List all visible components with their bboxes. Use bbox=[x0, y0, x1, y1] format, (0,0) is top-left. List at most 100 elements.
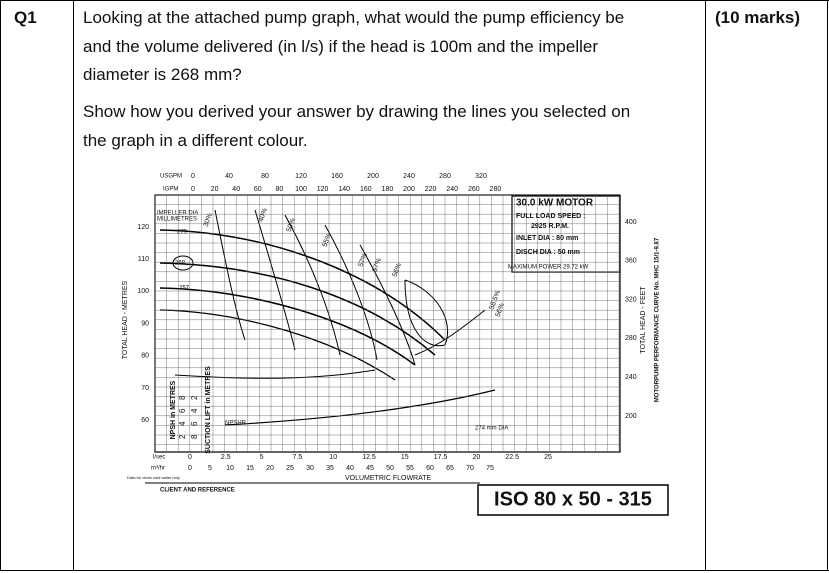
graph-text: 30 bbox=[306, 465, 314, 472]
graph-text: 45 bbox=[366, 465, 374, 472]
graph-text: 2 bbox=[178, 434, 187, 439]
graph-text: 0 bbox=[188, 465, 192, 472]
graph-text: 65 bbox=[446, 465, 454, 472]
graph-text: 2925 R.P.M. bbox=[531, 223, 569, 230]
question-number: Q1 bbox=[14, 8, 37, 27]
graph-text: 8 bbox=[178, 395, 187, 400]
graph-text: NPSH in METRES bbox=[170, 380, 177, 439]
graph-text: 120 bbox=[295, 173, 307, 180]
graph-text: 60 bbox=[141, 417, 149, 424]
graph-text: 240 bbox=[625, 374, 637, 381]
graph-text: 70 bbox=[141, 385, 149, 392]
graph-text: 90 bbox=[141, 320, 149, 327]
graph-text: Data for clean cold water only bbox=[127, 475, 180, 480]
graph-text: 2 bbox=[190, 395, 199, 400]
graph-text: 20 bbox=[266, 465, 274, 472]
graph-text: MAXIMUM POWER 29.72 kW bbox=[508, 265, 589, 271]
graph-text: 220 bbox=[425, 186, 437, 193]
graph-text: 360 bbox=[625, 258, 637, 265]
graph-text: 20 bbox=[473, 454, 481, 461]
graph-text: 4 bbox=[190, 408, 199, 413]
graph-text: 40 bbox=[225, 173, 233, 180]
graph-text: 30.0 kW MOTOR bbox=[516, 198, 594, 209]
graph-text: 279 bbox=[177, 230, 188, 236]
graph-text: 240 bbox=[403, 173, 415, 180]
graph-text: 17.5 bbox=[434, 454, 448, 461]
graph-text: 80 bbox=[141, 353, 149, 360]
graph-text: 200 bbox=[625, 413, 637, 420]
graph-text: 15 bbox=[401, 454, 409, 461]
graph-text: 56% bbox=[392, 262, 403, 278]
graph-text: 6 bbox=[190, 421, 199, 426]
graph-text: 280 bbox=[439, 173, 451, 180]
graph-text: 55% bbox=[322, 232, 333, 248]
border bbox=[0, 0, 1, 571]
graph-text: 12.5 bbox=[362, 454, 376, 461]
graph-text: DISCH DIA : 50 mm bbox=[516, 249, 580, 256]
graph-text: 2.5 bbox=[221, 454, 231, 461]
graph-text: NPSHR bbox=[225, 421, 247, 427]
border bbox=[705, 0, 706, 571]
graph-text: 5 bbox=[260, 454, 264, 461]
graph-text: 0 bbox=[191, 186, 195, 193]
graph-text: 40 bbox=[232, 186, 240, 193]
graph-text: 280 bbox=[490, 186, 502, 193]
question-text: and the volume delivered (in l/s) if the… bbox=[83, 37, 599, 56]
graph-text: 22.5 bbox=[505, 454, 519, 461]
graph-text: 260 bbox=[468, 186, 480, 193]
graph-text: MOTORPUMP PERFORMANCE CURVE No. MHC 15/1… bbox=[655, 237, 661, 402]
graph-text: 274 mm DIA bbox=[475, 426, 508, 432]
graph-text: 35 bbox=[326, 465, 334, 472]
question-text: Looking at the attached pump graph, what… bbox=[83, 8, 625, 27]
question-text: diameter is 268 mm? bbox=[83, 65, 242, 84]
graph-text: 8 bbox=[190, 434, 199, 439]
graph-text: CLIENT AND REFERENCE bbox=[160, 488, 235, 494]
graph-text: 320 bbox=[625, 296, 637, 303]
graph-text: 50 bbox=[386, 465, 394, 472]
graph-text: 10 bbox=[226, 465, 234, 472]
graph-text: TOTAL HEAD - METRES bbox=[122, 280, 129, 359]
question-text: the graph in a different colour. bbox=[83, 131, 308, 150]
graph-text: TOTAL HEAD - FEET bbox=[640, 286, 647, 354]
graph-text: 25 bbox=[286, 465, 294, 472]
graph-text: 7.5 bbox=[293, 454, 303, 461]
graph-text: 70 bbox=[466, 465, 474, 472]
marks: (10 marks) bbox=[715, 8, 801, 27]
graph-text: l/sec bbox=[153, 455, 165, 461]
graph-text: m³/hr bbox=[151, 466, 165, 472]
graph-text: 110 bbox=[138, 256, 149, 263]
graph-text: 240 bbox=[446, 186, 458, 193]
graph-text: USGPM bbox=[160, 174, 182, 180]
graph-text: 280 bbox=[625, 335, 637, 342]
graph-text: 15 bbox=[246, 465, 254, 472]
graph-text: 5 bbox=[208, 465, 212, 472]
border bbox=[827, 0, 828, 571]
graph-text: 25 bbox=[544, 454, 552, 461]
graph-text: 120 bbox=[317, 186, 329, 193]
border bbox=[0, 570, 829, 571]
border bbox=[0, 0, 829, 1]
graph-text: 6 bbox=[178, 408, 187, 413]
graph-text: 50% bbox=[286, 217, 297, 233]
graph-text: 40% bbox=[258, 207, 269, 223]
graph-text: 180 bbox=[382, 186, 394, 193]
graph-text: 160 bbox=[360, 186, 372, 193]
graph-text: IGPM bbox=[163, 187, 178, 193]
graph-text: 57% bbox=[372, 257, 383, 273]
graph-text: 140 bbox=[338, 186, 350, 193]
graph-text: 320 bbox=[475, 173, 487, 180]
graph-text: 160 bbox=[331, 173, 343, 180]
graph-text: 60 bbox=[426, 465, 434, 472]
graph-text: 257 bbox=[179, 286, 190, 292]
grid bbox=[154, 194, 620, 452]
graph-text: 75 bbox=[486, 465, 494, 472]
graph-text: 268 bbox=[175, 261, 186, 267]
graph-text: 100 bbox=[137, 288, 149, 295]
graph-text: 200 bbox=[367, 173, 379, 180]
graph-text: 200 bbox=[403, 186, 415, 193]
graph-text: 120 bbox=[137, 224, 149, 231]
graph-text: 40 bbox=[346, 465, 354, 472]
graph-text: 60 bbox=[254, 186, 262, 193]
graph-text: 80 bbox=[261, 173, 269, 180]
